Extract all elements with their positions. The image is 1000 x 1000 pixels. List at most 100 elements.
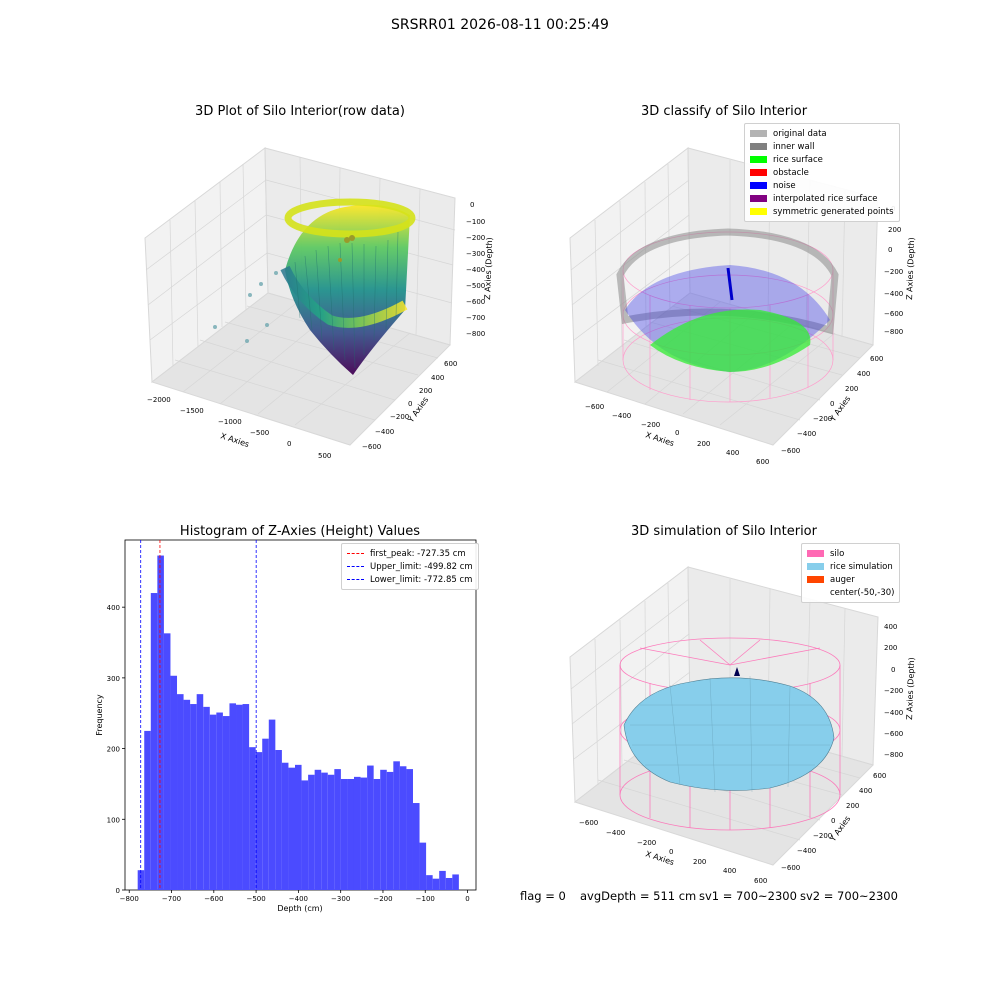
panel1-ztick: 0 bbox=[470, 201, 474, 209]
histogram-xtick-label: −700 bbox=[162, 895, 181, 903]
panel4-ytick: 200 bbox=[846, 802, 859, 810]
histogram-ytick-label: 300 bbox=[107, 675, 120, 683]
panel4-ytick: 600 bbox=[873, 772, 886, 780]
legend-item: inner wall bbox=[750, 140, 894, 153]
histogram-ytick-label: 0 bbox=[116, 887, 120, 895]
histogram-bar bbox=[249, 747, 256, 890]
panel2-ytick: 0 bbox=[830, 400, 834, 408]
panel1-ztick: −200 bbox=[466, 234, 485, 242]
panel4-ztick: −400 bbox=[884, 709, 903, 717]
histogram-xtick-label: −300 bbox=[331, 895, 350, 903]
histogram-bar bbox=[209, 714, 217, 890]
histogram-bar bbox=[222, 716, 230, 890]
panel2-xtick: −600 bbox=[585, 403, 604, 411]
panel4-ytick: −600 bbox=[781, 864, 800, 872]
histogram-bar bbox=[419, 842, 427, 890]
legend-item: rice surface bbox=[750, 153, 894, 166]
histogram-bar bbox=[242, 704, 250, 890]
histogram-bar bbox=[412, 803, 420, 890]
histogram-bar bbox=[216, 712, 223, 890]
legend-item: Upper_limit: -499.82 cm bbox=[347, 560, 473, 573]
panel4-ytick: −400 bbox=[797, 847, 816, 855]
histogram-bar bbox=[340, 778, 348, 890]
histogram-xlabel: Depth (cm) bbox=[277, 904, 322, 913]
histogram-bar bbox=[367, 765, 374, 890]
histogram-xtick-label: −600 bbox=[204, 895, 223, 903]
panel4-ztick: −200 bbox=[884, 687, 903, 695]
histogram-bar bbox=[203, 706, 210, 890]
histogram-bar bbox=[183, 699, 191, 890]
legend-item: symmetric generated points bbox=[750, 205, 894, 218]
panel2-ylabel: Y Axies bbox=[828, 394, 853, 424]
panel4-ytick: 0 bbox=[831, 817, 835, 825]
histogram-xtick-label: −400 bbox=[289, 895, 308, 903]
panel2-ztick: −200 bbox=[884, 268, 903, 276]
histogram-bar bbox=[308, 774, 315, 890]
histogram-xtick-label: −500 bbox=[246, 895, 265, 903]
histogram-xtick-label: −200 bbox=[373, 895, 392, 903]
histogram-bar bbox=[288, 767, 296, 890]
histogram-ytick-label: 200 bbox=[107, 746, 120, 754]
panel1-ytick: 200 bbox=[419, 387, 432, 395]
histogram-bar bbox=[432, 878, 440, 890]
panel2-xtick: −400 bbox=[612, 412, 631, 420]
histogram-bar bbox=[399, 766, 407, 890]
panel2-xtick: 0 bbox=[675, 429, 679, 437]
panel2-ytick: −200 bbox=[813, 415, 832, 423]
panel4-ztick: 200 bbox=[884, 644, 897, 652]
panel3-title: Histogram of Z-Axies (Height) Values bbox=[179, 524, 421, 539]
histogram-bar bbox=[314, 769, 322, 890]
panel2-xtick: −200 bbox=[641, 421, 660, 429]
histogram-bar bbox=[334, 769, 341, 890]
histogram-bar bbox=[452, 874, 459, 890]
histogram-bar bbox=[275, 750, 282, 890]
legend-item: first_peak: -727.35 cm bbox=[347, 547, 473, 560]
panel4-xtick: 600 bbox=[754, 877, 767, 885]
histogram-legend: first_peak: -727.35 cm Upper_limit: -499… bbox=[341, 543, 479, 590]
histogram-yticks: 0 100 200 300 400 bbox=[107, 604, 125, 895]
histogram-bar bbox=[144, 730, 151, 890]
histogram-bar bbox=[157, 555, 164, 890]
histogram-bar bbox=[347, 778, 354, 890]
histogram-bar bbox=[393, 761, 400, 890]
panel4-title: 3D simulation of Silo Interior bbox=[631, 524, 817, 539]
panel2-ytick: 600 bbox=[870, 355, 883, 363]
panel2-ztick: 200 bbox=[888, 226, 901, 234]
panel2-ztick: −400 bbox=[884, 290, 903, 298]
panel2-ztick: −600 bbox=[884, 310, 903, 318]
histogram-bar bbox=[321, 772, 328, 890]
panel2-ytick: −400 bbox=[797, 430, 816, 438]
histogram-bar bbox=[163, 633, 171, 890]
panel1-ytick: −400 bbox=[375, 428, 394, 436]
histogram-xtick-label: −800 bbox=[120, 895, 139, 903]
histogram-ytick-label: 100 bbox=[107, 816, 120, 824]
panel2-axes: −600 −400 −200 0 200 400 600 600 400 200… bbox=[569, 147, 916, 466]
panel4-ytick: −200 bbox=[813, 832, 832, 840]
panel4-ytick: 400 bbox=[859, 787, 872, 795]
panel1-ztick: −300 bbox=[466, 250, 485, 258]
histogram-bar bbox=[281, 762, 289, 890]
panel4-legend: silo rice simulation auger center(-50,-3… bbox=[801, 543, 901, 603]
panel2-ytick: 200 bbox=[845, 385, 858, 393]
panel2-ztick: 0 bbox=[888, 246, 892, 254]
legend-item: Lower_limit: -772.85 cm bbox=[347, 573, 473, 586]
legend-item: obstacle bbox=[750, 166, 894, 179]
panel4-axes: −600 −400 −200 0 200 400 600 600 400 200… bbox=[569, 566, 916, 885]
panel1-ztick: −800 bbox=[466, 330, 485, 338]
panel4-ztick: 0 bbox=[891, 666, 895, 674]
panel1-xtick: 500 bbox=[318, 452, 331, 460]
legend-item: rice simulation bbox=[807, 560, 894, 573]
histogram-ytick-label: 400 bbox=[107, 604, 120, 612]
status-flag: flag = 0 bbox=[520, 889, 566, 903]
status-sv2: sv2 = 700~2300 bbox=[800, 889, 898, 903]
panel1-zlabel: Z Axies (Depth) bbox=[483, 237, 494, 300]
panel4-ztick: −600 bbox=[884, 730, 903, 738]
legend-item: silo bbox=[807, 547, 894, 560]
histogram-bar bbox=[439, 870, 446, 890]
panel4-ztick: 400 bbox=[884, 623, 897, 631]
panel1-xlabel: X Axies bbox=[219, 431, 250, 449]
histogram-bar bbox=[406, 769, 413, 890]
figure-title: SRSRR01 2026-08-11 00:25:49 bbox=[391, 17, 609, 33]
panel1-ztick: −100 bbox=[466, 218, 485, 226]
